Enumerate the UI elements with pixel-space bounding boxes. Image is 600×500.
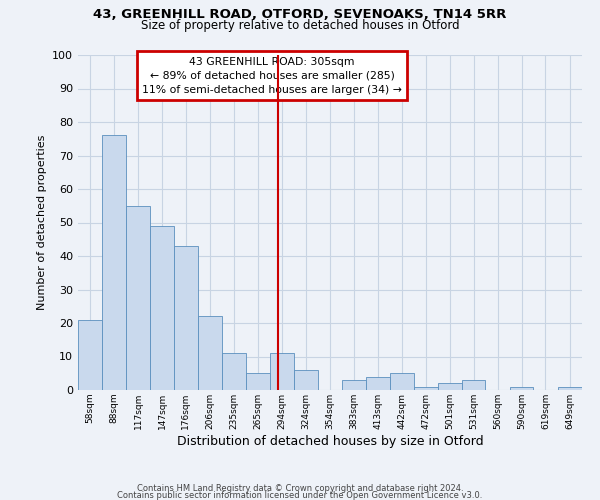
X-axis label: Distribution of detached houses by size in Otford: Distribution of detached houses by size …: [176, 434, 484, 448]
Text: Contains public sector information licensed under the Open Government Licence v3: Contains public sector information licen…: [118, 492, 482, 500]
Bar: [78, 320, 103, 390]
Bar: [246, 373, 269, 390]
Bar: [557, 386, 582, 390]
Bar: [198, 316, 221, 390]
Bar: [174, 246, 198, 390]
Text: Size of property relative to detached houses in Otford: Size of property relative to detached ho…: [140, 18, 460, 32]
Bar: [150, 226, 174, 390]
Bar: [221, 353, 246, 390]
Bar: [294, 370, 318, 390]
Bar: [510, 386, 533, 390]
Bar: [437, 384, 462, 390]
Bar: [342, 380, 366, 390]
Bar: [366, 376, 389, 390]
Bar: [103, 136, 126, 390]
Text: 43, GREENHILL ROAD, OTFORD, SEVENOAKS, TN14 5RR: 43, GREENHILL ROAD, OTFORD, SEVENOAKS, T…: [94, 8, 506, 20]
Bar: [462, 380, 485, 390]
Bar: [414, 386, 437, 390]
Text: Contains HM Land Registry data © Crown copyright and database right 2024.: Contains HM Land Registry data © Crown c…: [137, 484, 463, 493]
Text: 43 GREENHILL ROAD: 305sqm
← 89% of detached houses are smaller (285)
11% of semi: 43 GREENHILL ROAD: 305sqm ← 89% of detac…: [142, 56, 402, 94]
Bar: [269, 353, 294, 390]
Bar: [126, 206, 150, 390]
Bar: [389, 373, 414, 390]
Y-axis label: Number of detached properties: Number of detached properties: [37, 135, 47, 310]
